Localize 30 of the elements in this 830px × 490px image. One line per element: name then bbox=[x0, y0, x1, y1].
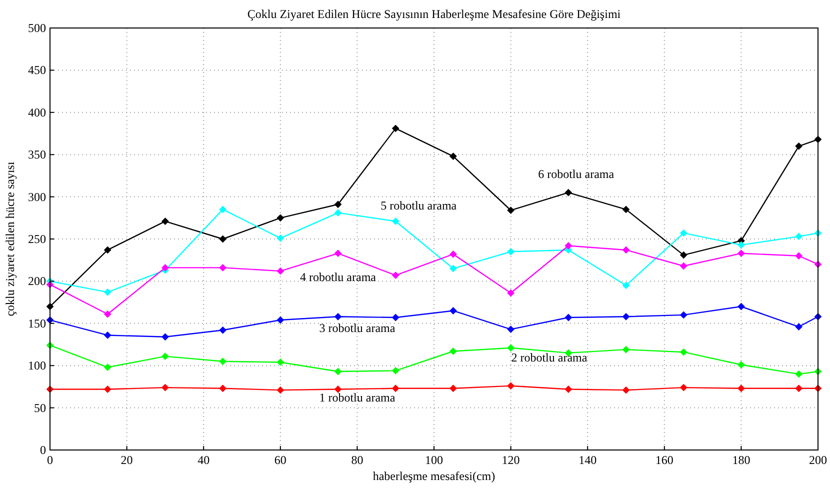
x-tick-label: 180 bbox=[732, 453, 750, 467]
series-label: 1 robotlu arama bbox=[319, 390, 396, 404]
y-tick-label: 400 bbox=[28, 105, 46, 120]
x-tick-label: 80 bbox=[351, 453, 364, 467]
y-axis-title: çoklu ziyaret edilen hücre sayısı bbox=[3, 161, 17, 316]
y-tick-label: 200 bbox=[28, 274, 46, 288]
x-tick-label: 20 bbox=[120, 453, 133, 467]
y-tick-label: 0 bbox=[40, 443, 46, 457]
y-tick-label: 100 bbox=[28, 358, 46, 373]
y-tick-label: 150 bbox=[28, 316, 46, 330]
x-tick-label: 40 bbox=[198, 453, 210, 467]
x-tick-label: 160 bbox=[655, 453, 674, 467]
y-tick-label: 250 bbox=[28, 232, 46, 246]
y-tick-label: 350 bbox=[28, 148, 46, 162]
series-label: 2 robotlu arama bbox=[511, 350, 588, 364]
series-label: 4 robotlu arama bbox=[300, 270, 377, 284]
y-tick-label: 300 bbox=[28, 190, 46, 204]
x-tick-label: 120 bbox=[502, 453, 520, 467]
x-axis-title: haberleşme mesafesi(cm) bbox=[372, 469, 496, 483]
series-label: 6 robotlu arama bbox=[538, 166, 615, 181]
x-tick-label: 60 bbox=[274, 453, 286, 467]
x-tick-label: 200 bbox=[809, 453, 827, 467]
series-label: 5 robotlu arama bbox=[380, 198, 458, 212]
x-tick-label: 140 bbox=[578, 453, 597, 467]
y-tick-label: 50 bbox=[34, 400, 46, 415]
y-tick-label: 450 bbox=[28, 63, 46, 78]
chart-title: Çoklu Ziyaret Edilen Hücre Sayısının Haberleşme Mesafesine Göre Değişimi bbox=[247, 7, 622, 21]
x-tick-label: 100 bbox=[425, 453, 443, 467]
series-label: 3 robotlu arama bbox=[319, 320, 396, 335]
y-tick-label: 500 bbox=[28, 21, 46, 35]
